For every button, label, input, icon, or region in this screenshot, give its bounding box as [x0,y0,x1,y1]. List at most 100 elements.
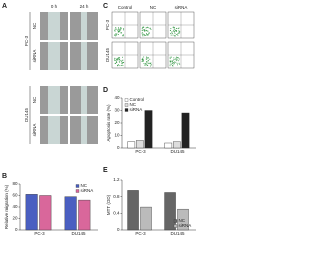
event-dot [122,56,124,58]
event-dot [176,28,178,30]
bar [140,206,152,231]
legend-label: siRNA [130,107,143,112]
event-dot [123,28,125,30]
y-tick-label: 20 [12,216,18,221]
event-dot [174,30,176,32]
group-label: PC-3 [24,35,29,46]
event-dot [142,34,144,36]
event-dot [175,58,177,60]
panel-label: A [2,3,7,10]
event-dot [169,30,171,32]
event-dot [142,27,144,29]
event-dot [117,34,119,36]
event-dot [122,34,124,36]
legend-swatch [75,184,80,188]
event-dot [119,65,121,67]
legend-label: siRNA [179,223,192,228]
event-dot [144,34,146,36]
event-dot [177,57,179,59]
y-tick-label: 0.8 [113,194,120,199]
event-dot [142,60,144,62]
y-tick-label: 0.4 [113,211,120,216]
bar [144,110,153,149]
panel-label: D [103,87,108,94]
legend-swatch [173,219,178,223]
event-dot [176,56,178,58]
y-tick-label: 60 [12,193,18,198]
event-dot [173,57,175,59]
event-dot [149,62,151,64]
event-dot [142,33,144,35]
event-dot [178,30,180,32]
event-dot [147,60,149,62]
event-dot [141,31,143,33]
event-dot [173,63,175,65]
legend-swatch [124,108,129,112]
event-dot [174,35,176,37]
event-dot [173,61,175,63]
x-tick-label: DU145 [170,231,185,236]
legend-swatch [75,189,80,193]
event-dot [178,62,180,64]
event-dot [174,58,176,60]
bar [78,199,91,231]
x-tick-label: DU145 [170,149,185,154]
event-dot [170,56,172,58]
event-dot [120,60,122,62]
event-dot [146,26,148,28]
event-dot [175,61,177,63]
event-dot [170,60,172,62]
wound-gap [81,116,87,144]
wound-gap [81,86,87,114]
event-dot [177,28,179,30]
event-dot [179,63,181,65]
y-tick-label: 1.2 [113,177,120,182]
event-dot [148,34,150,36]
bar [177,208,189,231]
event-dot [144,65,146,67]
event-dot [115,35,117,37]
event-dot [169,56,171,58]
event-dot [143,63,145,65]
column-label: siRNA [175,5,188,10]
legend-swatch [173,224,178,228]
event-dot [114,34,116,36]
event-dot [146,57,148,59]
event-dot [174,35,176,37]
column-label: Control [118,5,133,10]
bar [164,142,173,149]
column-label: 24 h [80,4,89,9]
row-label: siRNA [32,50,37,63]
event-dot [116,33,118,35]
legend-label: NC [130,102,137,107]
event-dot [172,30,174,32]
event-dot [169,58,171,60]
event-dot [122,35,124,37]
event-dot [172,59,174,61]
event-dot [121,60,123,62]
legend-label: siRNA [81,188,94,193]
event-dot [119,58,121,60]
event-dot [120,29,122,31]
event-dot [177,34,179,36]
event-dot [149,58,151,60]
group-label: DU145 [24,108,29,123]
event-dot [142,57,144,59]
event-dot [146,34,148,36]
event-dot [172,34,174,36]
event-dot [149,27,151,29]
bar [164,192,176,231]
event-dot [176,59,178,61]
event-dot [175,33,177,35]
event-dot [151,64,153,66]
y-tick-label: 40 [114,95,120,100]
event-dot [177,57,179,59]
bar [181,112,190,149]
event-dot [144,29,146,31]
event-dot [150,28,152,30]
wound-gap [81,42,87,70]
wound-gap [81,12,87,40]
event-dot [114,28,116,30]
event-dot [170,27,172,29]
event-dot [175,57,177,59]
